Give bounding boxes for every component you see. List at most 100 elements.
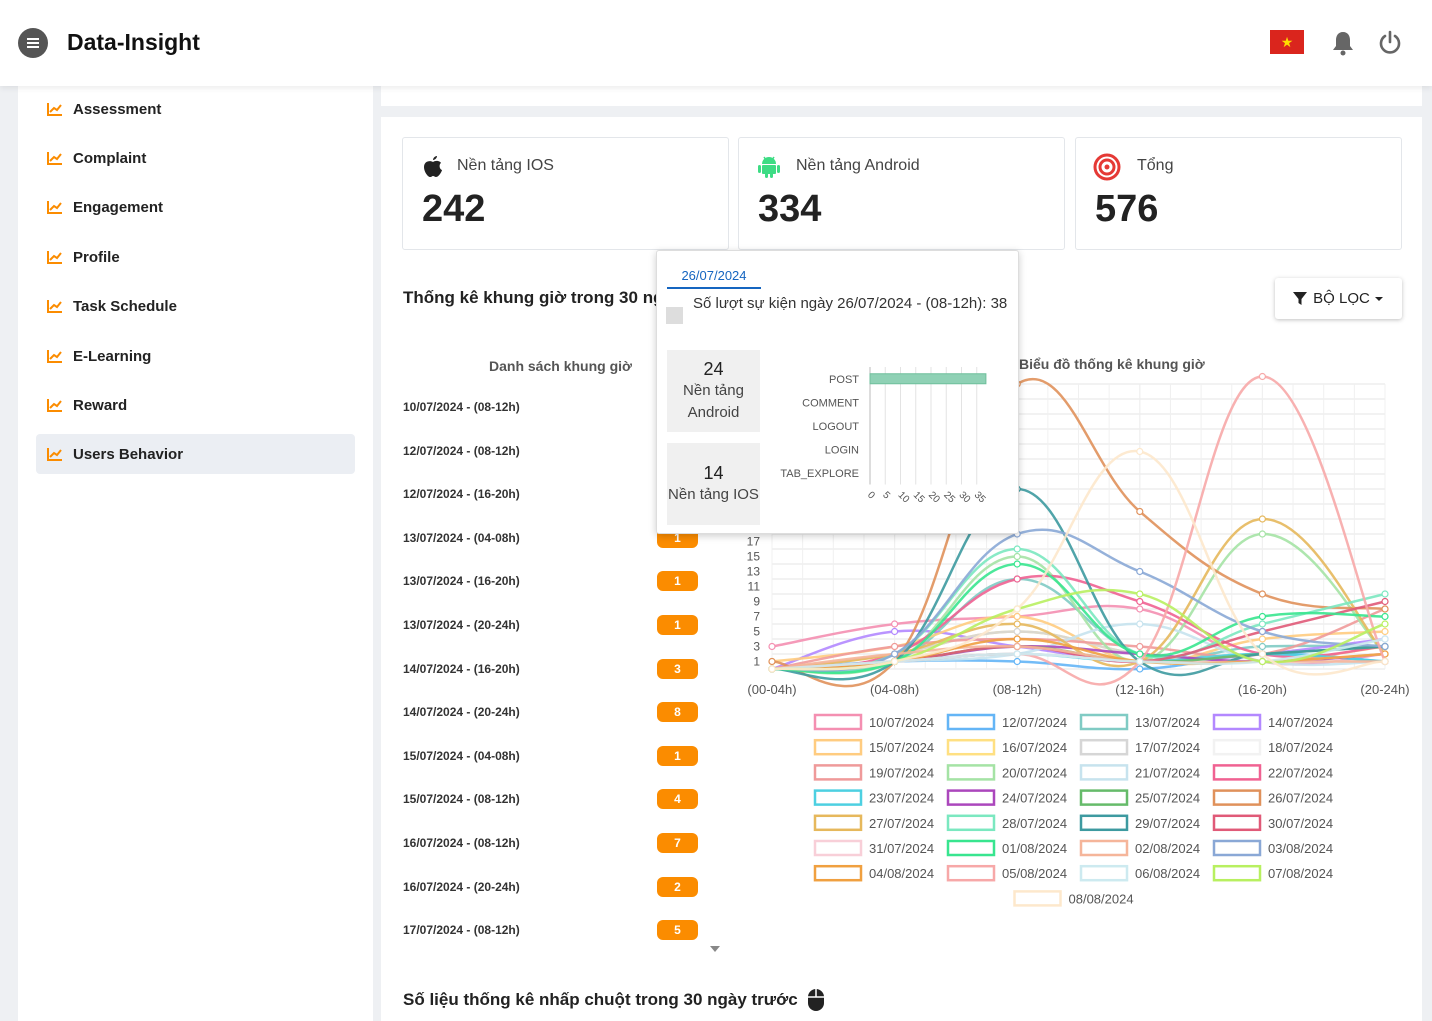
tooltip-date-tab[interactable]: 26/07/2024 <box>667 263 761 289</box>
sidebar-item-task-schedule[interactable]: Task Schedule <box>36 286 355 326</box>
x-tick-label: (08-12h) <box>993 682 1042 697</box>
legend-label: 21/07/2024 <box>1135 765 1200 780</box>
x-tick-label: 35 <box>972 490 988 506</box>
data-point <box>1136 590 1144 598</box>
timeslot-label: 15/07/2024 - (04-08h) <box>403 748 520 763</box>
timeslot-label: 16/07/2024 - (08-12h) <box>403 836 520 850</box>
brand-title: Data-Insight <box>67 29 200 55</box>
legend-swatch <box>1079 864 1129 882</box>
timeslot-label: 16/07/2024 - (20-24h) <box>403 879 520 894</box>
legend-label: 29/07/2024 <box>1135 816 1200 831</box>
bell-icon[interactable] <box>1331 30 1355 56</box>
data-point <box>1136 665 1144 673</box>
sidebar-item-profile[interactable]: Profile <box>36 237 355 277</box>
top-panel-strip <box>381 86 1422 106</box>
legend-swatch <box>1013 890 1062 907</box>
x-tick-label: 5 <box>880 490 892 502</box>
legend-swatch <box>1212 814 1262 832</box>
data-point <box>1136 597 1144 606</box>
legend-swatch <box>813 864 863 882</box>
sidebar-item-reward[interactable]: Reward <box>36 385 355 425</box>
data-point <box>1381 612 1389 621</box>
y-tick-label: 17 <box>747 535 761 549</box>
timeslot-count-badge: 2 <box>657 876 698 897</box>
section-title: Thống kê khung giờ trong 30 ngày trước <box>403 288 734 307</box>
android-icon <box>758 156 780 178</box>
chart-line-icon <box>47 103 62 116</box>
filter-button[interactable]: BỘ LỌC <box>1275 278 1402 319</box>
sidebar-item-assessment[interactable]: Assessment <box>36 89 355 129</box>
sidebar-item-complaint[interactable]: Complaint <box>36 138 355 178</box>
data-point <box>1258 642 1267 651</box>
legend-label: 01/08/2024 <box>1002 841 1067 856</box>
data-point <box>1381 590 1389 598</box>
legend-swatch <box>813 713 863 731</box>
filter-label: BỘ LỌC <box>1313 290 1370 307</box>
data-point <box>1381 605 1389 613</box>
tooltip-description: Số lượt sự kiện ngày 26/07/2024 - (08-12… <box>693 295 1008 312</box>
vietnam-flag-icon[interactable]: ★ <box>1270 30 1304 54</box>
bottom-title-text: Số liệu thống kê nhấp chuột trong 30 ngà… <box>403 990 798 1009</box>
legend-swatch <box>1079 764 1129 781</box>
sidebar-item-users-behavior[interactable]: Users Behavior <box>36 434 355 474</box>
y-category-label: LOGOUT <box>813 421 860 433</box>
data-point <box>768 657 776 666</box>
legend-swatch <box>1079 839 1129 857</box>
data-point <box>1013 612 1021 621</box>
stat-value: 242 <box>422 188 486 230</box>
sidebar-item-engagement[interactable]: Engagement <box>36 187 355 227</box>
sidebar-item-label: Task Schedule <box>73 297 177 315</box>
legend-label: 19/07/2024 <box>869 765 934 780</box>
power-icon[interactable] <box>1377 30 1403 56</box>
legend-label: 10/07/2024 <box>869 715 934 730</box>
data-point <box>1381 642 1389 651</box>
legend-label: 18/07/2024 <box>1268 740 1333 755</box>
legend-swatch <box>1212 864 1262 882</box>
data-point <box>1013 657 1021 666</box>
menu-toggle-button[interactable] <box>18 28 48 58</box>
timeslot-label: 14/07/2024 - (16-20h) <box>403 661 520 676</box>
data-point <box>1258 657 1267 666</box>
legend-swatch <box>1212 738 1262 756</box>
chart-header: Biểu đồ thống kê khung giờ <box>1019 356 1205 372</box>
data-point <box>1258 650 1267 658</box>
data-point <box>1381 635 1389 643</box>
mouse-icon <box>807 989 824 1011</box>
data-point <box>891 657 899 666</box>
timeslot-count-badge: 1 <box>657 615 698 635</box>
sidebar-item-label: Complaint <box>73 149 147 167</box>
hamburger-icon <box>27 38 39 48</box>
legend-label: 07/08/2024 <box>1268 866 1333 881</box>
sidebar-item-label: Users Behavior <box>73 445 184 463</box>
bottom-section-title: Số liệu thống kê nhấp chuột trong 30 ngà… <box>403 988 825 1012</box>
legend-swatch <box>1212 764 1262 781</box>
x-tick-label: (04-08h) <box>870 682 919 697</box>
caret-down-icon <box>1374 296 1383 301</box>
data-point <box>1381 620 1389 628</box>
data-point <box>1013 575 1021 583</box>
scroll-down-arrow-icon[interactable] <box>710 946 720 952</box>
y-category-label: LOGIN <box>825 444 859 456</box>
android-count: 24 <box>703 359 724 379</box>
x-tick-label: (20-24h) <box>1360 682 1409 697</box>
legend-label: 15/07/2024 <box>869 740 934 755</box>
data-point <box>891 650 899 658</box>
chart-tooltip: 26/07/2024 Số lượt sự kiện ngày 26/07/20… <box>656 250 1019 534</box>
data-point <box>1258 620 1267 628</box>
legend-swatch <box>1079 789 1129 806</box>
chart-line-icon <box>47 300 62 313</box>
x-tick-label: (16-20h) <box>1238 682 1287 697</box>
sidebar: Assessment Complaint Engagement Profile Task… <box>18 86 373 1021</box>
timeslot-label: 13/07/2024 - (04-08h) <box>403 530 520 545</box>
timeslot-label: 15/07/2024 - (08-12h) <box>403 792 520 807</box>
data-point <box>768 642 776 651</box>
data-point <box>1136 657 1144 666</box>
y-tick-label: 11 <box>748 580 761 594</box>
chart-line-icon <box>47 201 62 214</box>
sidebar-item-e-learning[interactable]: E-Learning <box>36 336 355 376</box>
chart-line-icon <box>47 251 62 264</box>
y-tick-label: 9 <box>753 595 760 609</box>
timeslot-label: 14/07/2024 - (20-24h) <box>403 705 520 720</box>
data-point <box>1258 530 1267 538</box>
data-point <box>1136 507 1144 516</box>
